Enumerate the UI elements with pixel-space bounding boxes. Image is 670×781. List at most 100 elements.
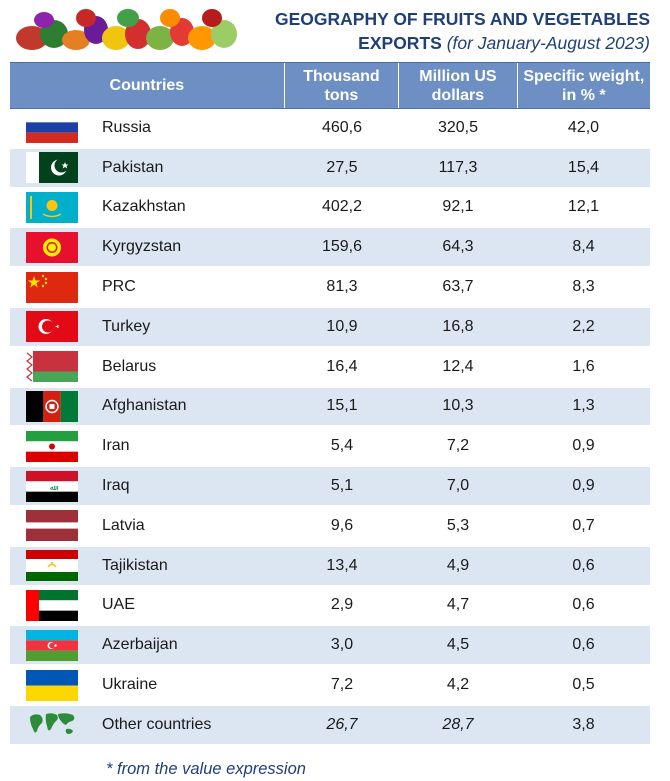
country-cell: Afghanistan <box>10 388 285 426</box>
country-name: Afghanistan <box>102 397 187 415</box>
table-row: Afghanistan 15,1 10,3 1,3 <box>10 387 650 428</box>
country-name: Pakistan <box>102 158 164 176</box>
prc-flag-icon <box>26 271 78 303</box>
country-cell: Latvia <box>10 507 285 545</box>
million-usd-cell: 7,0 <box>446 477 470 495</box>
table-body: Russia 460,6 320,5 42,0 Pakistan 27,5 117,3 15,… <box>10 109 650 746</box>
country-cell: PRC <box>10 268 285 306</box>
table-row: Latvia 9,6 5,3 0,7 <box>10 507 650 547</box>
iraq-flag-icon: ﷲ <box>26 470 78 502</box>
specific-weight-cell: 0,6 <box>572 636 595 654</box>
country-cell: Azerbaijan <box>10 626 285 664</box>
table-row: Turkey 10,9 16,8 2,2 <box>10 307 650 348</box>
thousand-tons-cell: 10,9 <box>326 317 358 335</box>
thousand-tons-cell: 460,6 <box>321 118 363 136</box>
specific-weight-cell: 0,6 <box>572 556 595 574</box>
thousand-tons-cell: 16,4 <box>326 357 358 375</box>
table-row: Kyrgyzstan 159,6 64,3 8,4 <box>10 228 650 269</box>
table-row: Other countries 26,7 28,7 3,8 <box>10 705 650 746</box>
table-row: Azerbaijan 3,0 4,5 0,6 <box>10 626 650 667</box>
thousand-tons-cell: 5,4 <box>330 437 354 455</box>
table-row: ﷲ Iraq 5,1 7,0 0,9 <box>10 467 650 507</box>
country-cell: Kyrgyzstan <box>10 228 285 266</box>
afghanistan-flag-icon <box>26 390 78 422</box>
country-cell: UAE <box>10 587 285 625</box>
table-row: Ukraine 7,2 4,2 0,5 <box>10 666 650 706</box>
country-cell: Ukraine <box>10 666 285 704</box>
specific-weight-cell: 15,4 <box>567 158 600 176</box>
kazakhstan-flag-icon <box>26 191 78 223</box>
million-usd-cell: 4,2 <box>446 676 470 694</box>
country-name: UAE <box>102 596 135 614</box>
country-name: Iraq <box>102 477 130 495</box>
thousand-tons-cell: 159,6 <box>321 238 363 256</box>
table-row: Kazakhstan 402,2 92,1 12,1 <box>10 189 650 229</box>
ukraine-flag-icon <box>26 669 78 701</box>
page-header: GEOGRAPHY OF FRUITS AND VEGETABLES EXPOR… <box>0 0 670 60</box>
page-title: GEOGRAPHY OF FRUITS AND VEGETABLES EXPOR… <box>275 7 650 55</box>
header-thousand-tons: Thousand tons <box>283 63 398 108</box>
million-usd-cell: 10,3 <box>442 397 474 415</box>
specific-weight-cell: 2,2 <box>572 317 595 335</box>
tajikistan-flag-icon <box>26 550 78 582</box>
title-line2: EXPORTS <box>358 33 442 53</box>
title-line2-wrap: EXPORTS (for January-August 2023) <box>275 31 650 55</box>
table-row: Russia 460,6 320,5 42,0 <box>10 109 650 149</box>
uae-flag-icon <box>26 589 78 621</box>
country-cell: Turkey <box>10 308 285 346</box>
country-name: Kyrgyzstan <box>102 238 182 256</box>
country-name: Iran <box>102 437 130 455</box>
header-million-usd: Million US dollars <box>398 63 516 108</box>
table-row: Tajikistan 13,4 4,9 0,6 <box>10 546 650 587</box>
specific-weight-cell: 42,0 <box>567 118 600 136</box>
specific-weight-cell: 8,4 <box>572 238 595 256</box>
kyrgyzstan-flag-icon <box>26 231 78 263</box>
country-cell: Belarus <box>10 348 285 386</box>
svg-text:ﷲ: ﷲ <box>50 484 58 492</box>
footnote: * from the value expression <box>106 760 306 778</box>
table-row: Iran 5,4 7,2 0,9 <box>10 427 650 468</box>
table-header-row: Countries Thousand tons Million US dolla… <box>10 62 650 109</box>
specific-weight-cell: 1,6 <box>572 357 595 375</box>
country-name: Other countries <box>102 715 212 733</box>
million-usd-cell: 5,3 <box>446 516 470 534</box>
million-usd-cell: 64,3 <box>442 238 474 256</box>
country-name: Latvia <box>102 516 145 534</box>
iran-flag-icon <box>26 430 78 462</box>
specific-weight-cell: 0,5 <box>572 676 595 694</box>
thousand-tons-cell: 26,7 <box>326 715 358 733</box>
million-usd-cell: 117,3 <box>438 158 478 176</box>
table-row: Pakistan 27,5 117,3 15,4 <box>10 148 650 189</box>
thousand-tons-cell: 7,2 <box>330 676 354 694</box>
other-countries-flag-icon <box>26 709 78 740</box>
thousand-tons-cell: 13,4 <box>326 556 358 574</box>
country-cell: Kazakhstan <box>10 189 285 227</box>
country-name: Russia <box>102 118 151 136</box>
country-cell: Russia <box>10 109 285 147</box>
thousand-tons-cell: 3,0 <box>330 636 354 654</box>
million-usd-cell: 28,7 <box>442 715 474 733</box>
million-usd-cell: 4,9 <box>446 556 470 574</box>
specific-weight-cell: 0,9 <box>572 437 595 455</box>
thousand-tons-cell: 402,2 <box>321 198 363 216</box>
thousand-tons-cell: 5,1 <box>330 477 354 495</box>
thousand-tons-cell: 9,6 <box>330 516 354 534</box>
million-usd-cell: 4,7 <box>446 596 470 614</box>
thousand-tons-cell: 81,3 <box>326 278 358 296</box>
turkey-flag-icon <box>26 311 78 343</box>
latvia-flag-icon <box>26 510 78 542</box>
title-period: (for January-August 2023) <box>446 33 650 53</box>
specific-weight-cell: 0,7 <box>572 516 595 534</box>
country-cell: Iran <box>10 427 285 465</box>
country-name: PRC <box>102 278 136 296</box>
russia-flag-icon <box>26 112 78 144</box>
million-usd-cell: 320,5 <box>437 118 479 136</box>
country-name: Tajikistan <box>102 556 168 574</box>
specific-weight-cell: 0,6 <box>572 596 595 614</box>
million-usd-cell: 12,4 <box>442 357 474 375</box>
country-name: Ukraine <box>102 676 158 694</box>
header-countries: Countries <box>109 77 185 94</box>
pakistan-flag-icon <box>26 152 78 184</box>
thousand-tons-cell: 15,1 <box>326 397 358 415</box>
belarus-flag-icon <box>26 351 78 383</box>
